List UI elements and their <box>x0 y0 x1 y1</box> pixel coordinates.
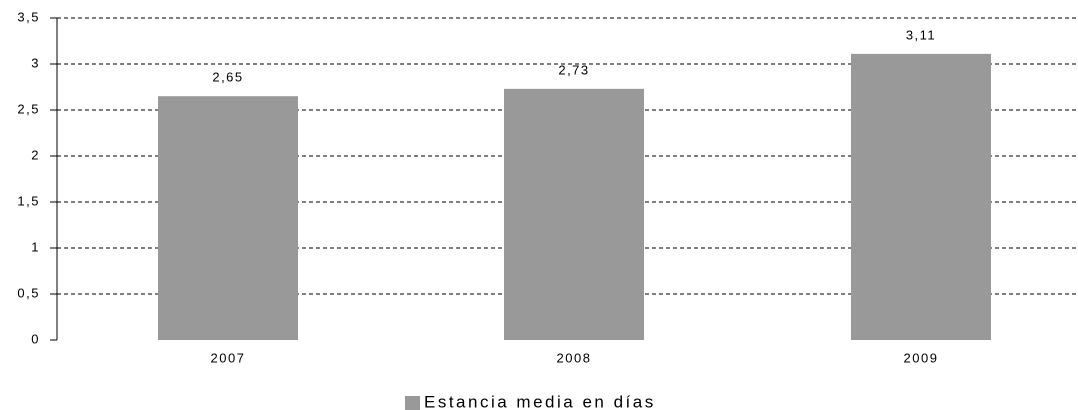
y-tick-label: 2 <box>31 147 40 162</box>
y-tick-label: 3 <box>31 55 40 70</box>
y-tick-label: 0,5 <box>17 285 40 300</box>
y-tick-label: 1 <box>31 239 40 254</box>
x-tick-label: 2008 <box>557 350 592 365</box>
legend-label: Estancia media en días <box>424 392 656 410</box>
y-tick-label: 1,5 <box>17 193 40 208</box>
bar <box>504 88 644 340</box>
y-tick-label: 0 <box>31 331 40 346</box>
x-tick-label: 2009 <box>904 350 939 365</box>
y-tick-label: 3,5 <box>17 9 40 24</box>
legend-swatch <box>405 396 420 410</box>
x-tick-label: 2007 <box>211 350 246 365</box>
data-label: 2,73 <box>558 62 589 77</box>
y-tick-label: 2,5 <box>17 101 40 116</box>
bar <box>158 96 298 340</box>
data-label: 2,65 <box>212 70 243 85</box>
bar <box>851 53 991 340</box>
data-label: 3,11 <box>906 27 936 42</box>
